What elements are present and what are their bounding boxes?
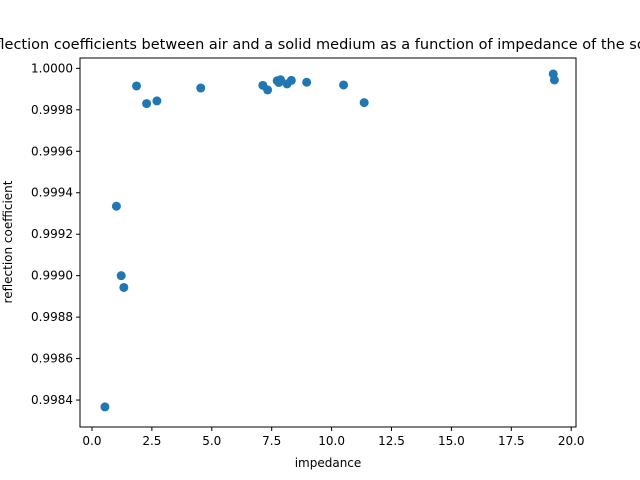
data-point: [549, 75, 559, 85]
y-tick-label: 0.9986: [31, 352, 73, 366]
data-point: [196, 83, 206, 93]
chart-title: Reflection coefficients between air and …: [0, 37, 640, 53]
data-point: [276, 75, 286, 85]
x-tick-label: 5.0: [202, 434, 221, 448]
x-tick-label: 0.0: [82, 434, 101, 448]
x-axis-ticks: 0.0 2.5 5.0 7.5 10.0 12.5 15.0 17.5 20.0: [82, 427, 585, 448]
data-point: [302, 77, 312, 87]
data-point: [119, 282, 129, 292]
x-tick-label: 2.5: [142, 434, 161, 448]
x-tick-label: 17.5: [498, 434, 525, 448]
y-tick-label: 0.9988: [31, 310, 73, 324]
y-tick-label: 0.9990: [31, 269, 73, 283]
x-tick-label: 7.5: [262, 434, 281, 448]
data-point: [142, 99, 152, 109]
data-point: [116, 271, 126, 281]
y-tick-label: 0.9984: [31, 393, 73, 407]
y-tick-label: 0.9992: [31, 227, 73, 241]
data-point: [263, 85, 273, 95]
data-point: [339, 80, 349, 90]
data-point: [286, 75, 296, 85]
y-tick-label: 1.0000: [31, 61, 73, 75]
y-axis-ticks: 0.9984 0.9986 0.9988 0.9990 0.9992 0.9994 0.99…: [31, 61, 80, 407]
y-tick-label: 0.9994: [31, 186, 73, 200]
data-points: [100, 69, 559, 412]
data-point: [111, 201, 121, 211]
x-axis-label: impedance: [295, 456, 362, 470]
x-tick-label: 10.0: [318, 434, 345, 448]
x-tick-label: 12.5: [378, 434, 405, 448]
data-point: [359, 98, 369, 108]
data-point: [152, 96, 162, 106]
y-axis-label: reflection coefficient: [1, 180, 15, 303]
plot-area-frame: [79, 57, 577, 428]
y-tick-label: 0.9998: [31, 103, 73, 117]
data-point: [100, 402, 110, 412]
data-point: [132, 81, 142, 91]
x-tick-label: 20.0: [558, 434, 585, 448]
x-tick-label: 15.0: [438, 434, 465, 448]
y-tick-label: 0.9996: [31, 144, 73, 158]
